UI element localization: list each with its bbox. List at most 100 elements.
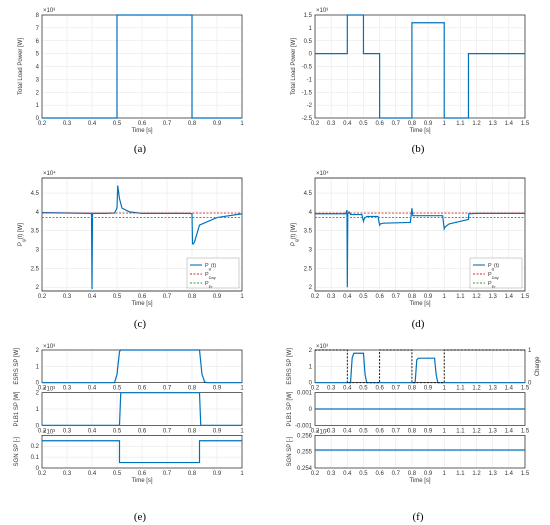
b-ytick-label: -0.5 <box>302 65 313 71</box>
f-p0-xtick-label: 0.4 <box>343 386 352 392</box>
f-p1-xtick-label: 1.2 <box>472 428 481 434</box>
b-xtick-label: 1.1 <box>456 121 465 127</box>
c-xtick-label: 0.2 <box>38 294 47 300</box>
f-p2-xtick-label: 0.6 <box>375 471 384 477</box>
b-xlabel: Time [s] <box>409 128 430 134</box>
f-p2-xtick-label: 0.5 <box>359 471 368 477</box>
chart-d: 0.2 0.3 0.4 0.5 0.6 0.7 0.8 0.9 1 1.1 1.2 1.3 1.4 1.5… <box>291 170 530 330</box>
d-xtick-label: 0.6 <box>375 294 384 300</box>
e-p1-ytick-label: 2 <box>36 391 40 397</box>
f-p2-xtick-label: 1.1 <box>456 471 465 477</box>
d-xtick-label: 0.4 <box>343 294 352 300</box>
chart-b: 0.2 0.3 0.4 0.5 0.6 0.7 0.8 0.9 1 1.1 1.2 1.3 1.4 1.5… <box>291 8 530 155</box>
f-p1-xtick-label: 0.3 <box>327 428 336 434</box>
d-xtick-label: 0.5 <box>359 294 368 300</box>
f-p1-xtick-label: 1 <box>443 428 447 434</box>
f-p2-ytick-label: 0.254 <box>297 466 313 472</box>
f-p2-ytick-label: 0.255 <box>297 450 313 456</box>
a-ytick-label: 2 <box>36 90 40 96</box>
c-caption: (c) <box>134 318 147 330</box>
d-ytick-label: 3 <box>309 248 313 254</box>
c-xtick-label: 0.6 <box>138 294 147 300</box>
d-ylabel: Pg(t) [W] <box>291 223 299 246</box>
f-xlabel: Time [s] <box>409 478 430 484</box>
f-p1-ytick-label: 0.001 <box>297 391 313 397</box>
b-frame <box>314 14 526 119</box>
f-p1-xtick-label: 0.9 <box>424 428 433 434</box>
c-xtick-label: 0.4 <box>88 294 97 300</box>
d-xtick-label: 1.1 <box>456 294 465 300</box>
b-xtick-label: 0.8 <box>408 121 417 127</box>
e-p2-xtick-label: 0.4 <box>88 471 97 477</box>
d-ytick-label: 4 <box>309 210 313 216</box>
a-xtick-label: 0.3 <box>63 121 72 127</box>
e-p2-ytick-label: 0.1 <box>31 455 40 461</box>
e-p0-series-0-line <box>42 349 242 384</box>
f-p0-xtick-label: 1 <box>443 386 447 392</box>
c-xlabel: Time [s] <box>131 301 152 307</box>
f-p1-xtick-label: 0.5 <box>359 428 368 434</box>
b-series-0-line <box>315 14 525 119</box>
f-p1-xtick-label: 0.2 <box>311 428 320 434</box>
f-p1-ylabel: PLB1 SP [W] <box>287 391 293 426</box>
f-p2-xtick-label: 1 <box>443 471 447 477</box>
d-xtick-label: 1 <box>443 294 447 300</box>
e-p1-series-0-line <box>42 392 242 426</box>
f-p2-ylabel: SGN SP [-] <box>287 437 293 467</box>
f-p0-exponent: ×10³ <box>316 344 328 350</box>
a-ytick-label: 3 <box>36 77 40 83</box>
e-p2-xtick-label: 0.5 <box>113 471 122 477</box>
e-p2-ytick-label: 0 <box>36 466 40 472</box>
b-ylabel: Total Load Power [W] <box>291 38 297 95</box>
e-caption: (e) <box>134 511 147 523</box>
c-legend-entry: PEr <box>205 281 213 289</box>
a-ytick-label: 0 <box>36 116 40 122</box>
e-p1-xtick-label: 0.2 <box>38 428 47 434</box>
b-exponent: ×10³ <box>316 8 328 14</box>
c-ytick-label: 2 <box>36 285 40 291</box>
c-legend <box>186 257 240 289</box>
f-p1-xtick-label: 1.5 <box>521 428 530 434</box>
b-ytick-label: -1.5 <box>302 90 313 96</box>
c-xtick-label: 0.3 <box>63 294 72 300</box>
f-p0-xtick-label: 1.1 <box>456 386 465 392</box>
b-ytick-label: 1 <box>309 26 313 32</box>
f-p2-exponent: ×10³ <box>316 429 328 435</box>
a-xlabel: Time [s] <box>131 128 152 134</box>
d-xtick-label: 1.3 <box>489 294 498 300</box>
a-xtick-label: 0.9 <box>213 121 222 127</box>
e-p1-xtick-label: 0.4 <box>88 428 97 434</box>
d-exponent: ×10⁴ <box>316 170 329 177</box>
f-p0-xtick-label: 1.5 <box>521 386 530 392</box>
e-p0-xtick-label: 0.8 <box>188 386 197 392</box>
e-p0-xtick-label: 0.5 <box>113 386 122 392</box>
e-p2-xtick-label: 1 <box>240 471 244 477</box>
e-p2-xtick-label: 0.2 <box>38 471 47 477</box>
e-p0-xtick-label: 0.6 <box>138 386 147 392</box>
b-ytick-label: 0 <box>309 52 313 58</box>
f-p2-xtick-label: 0.8 <box>408 471 417 477</box>
f-p0-xtick-label: 1.3 <box>489 386 498 392</box>
d-xtick-label: 0.8 <box>408 294 417 300</box>
c-ytick-label: 2.5 <box>31 266 40 272</box>
e-p1-xtick-label: 0.5 <box>113 428 122 434</box>
f-p0-y2tick: 1 <box>528 348 532 354</box>
c-exponent: ×10⁴ <box>43 170 56 177</box>
d-legend <box>469 257 523 289</box>
f-p0-ytick-label: 0 <box>309 381 313 387</box>
e-p1-exponent: ×10³ <box>43 387 55 393</box>
d-xtick-label: 0.3 <box>327 294 336 300</box>
a-ytick-label: 8 <box>36 13 40 19</box>
e-p2-xtick-label: 0.6 <box>138 471 147 477</box>
b-ytick-label: -2.5 <box>302 116 313 122</box>
a-xtick-label: 0.7 <box>163 121 172 127</box>
f-p0-xtick-label: 0.8 <box>408 386 417 392</box>
d-ytick-label: 2.5 <box>304 266 313 272</box>
b-xtick-label: 0.4 <box>343 121 352 127</box>
c-ylabel: Pg(t) [W] <box>18 223 26 246</box>
b-caption: (b) <box>412 143 425 155</box>
f-p2-xtick-label: 1.2 <box>472 471 481 477</box>
b-ytick-label: -2 <box>307 103 313 109</box>
b-xtick-label: 1.5 <box>521 121 530 127</box>
e-p0-xtick-label: 0.7 <box>163 386 172 392</box>
